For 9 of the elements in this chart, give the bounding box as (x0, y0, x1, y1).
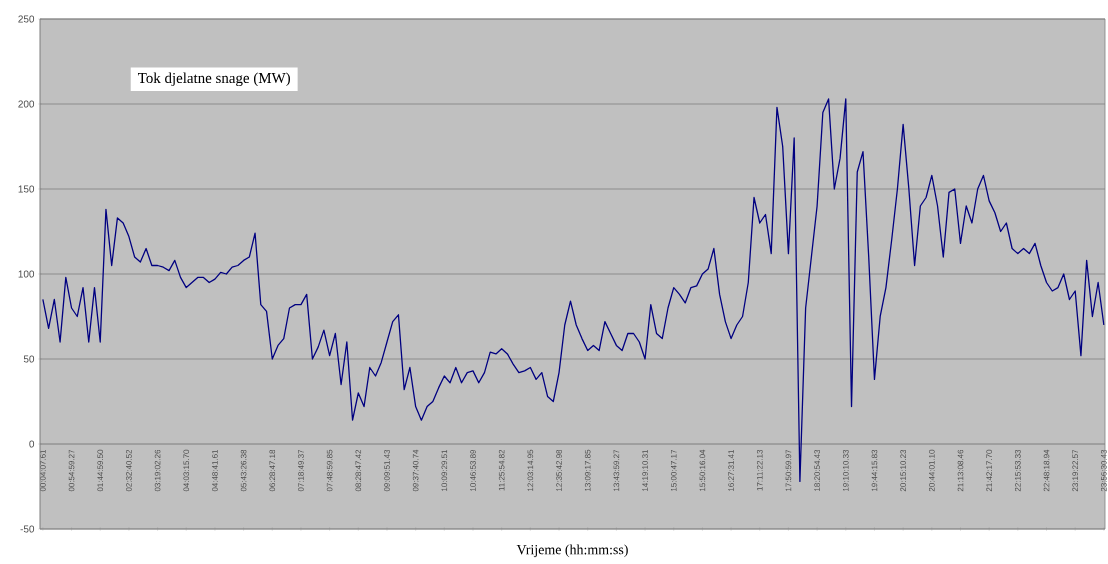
y-tick-label: 0 (29, 440, 35, 448)
y-tick-label: 250 (18, 15, 35, 23)
x-axis-title: Vrijeme (hh:mm:ss) (516, 544, 628, 558)
y-tick-label: 150 (18, 185, 35, 193)
y-tick-label: 200 (18, 100, 35, 108)
text: Tok djelatne snage (MW) (138, 72, 290, 87)
y-tick-label: -50 (20, 525, 35, 533)
y-tick-label: 50 (23, 355, 35, 363)
y-tick-label: 100 (18, 270, 35, 278)
